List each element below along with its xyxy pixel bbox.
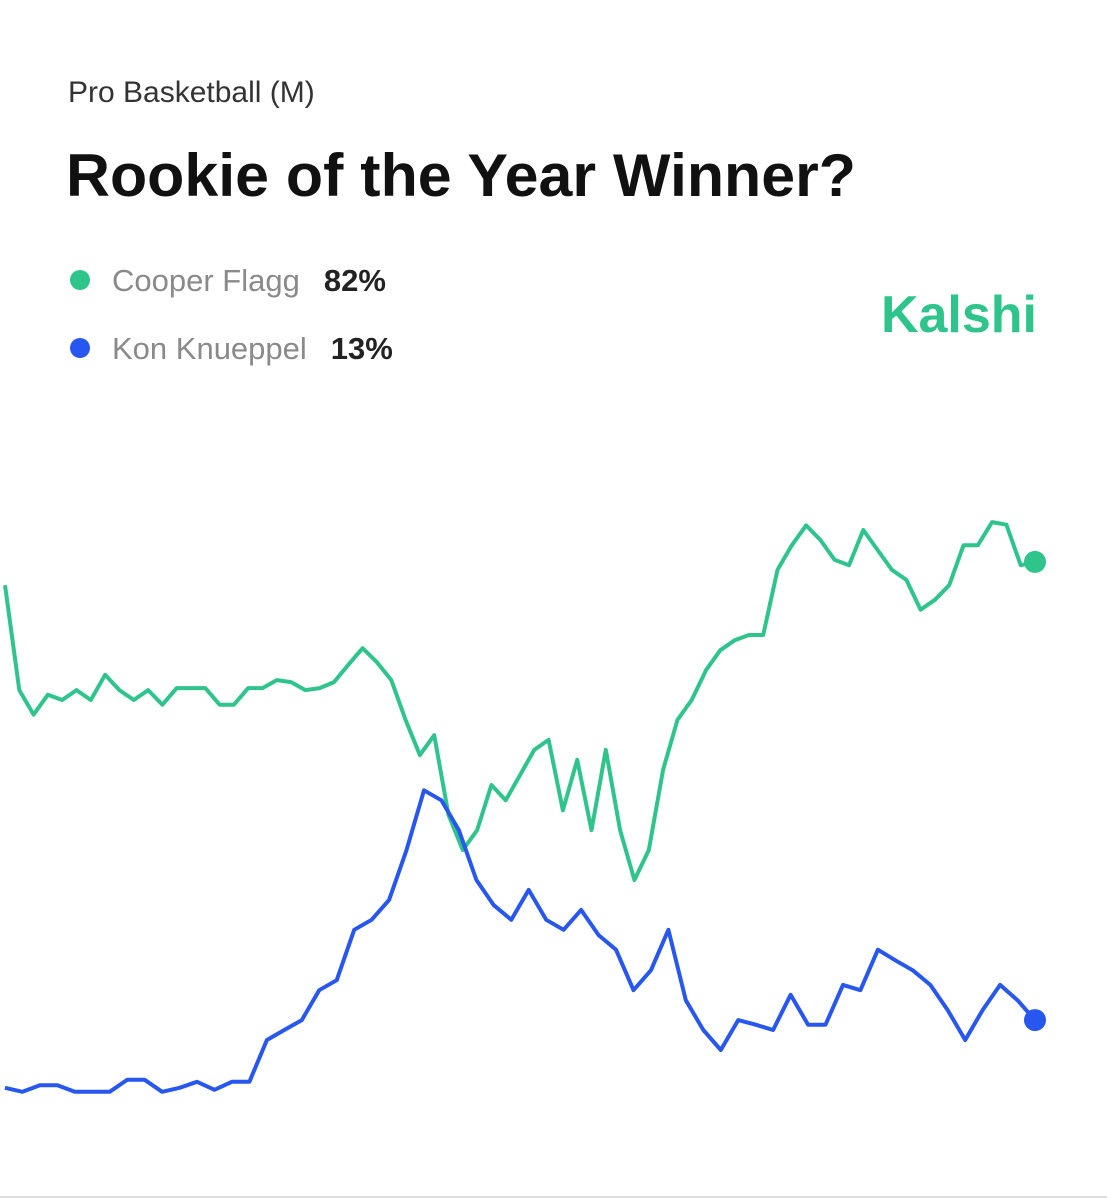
series-line bbox=[4, 788, 1037, 1094]
brand: Kalshi bbox=[881, 286, 1037, 344]
legend-value: 82% bbox=[324, 263, 386, 298]
legend-label: Kon Knueppel bbox=[112, 331, 307, 366]
legend-value: 13% bbox=[331, 331, 393, 366]
supertitle: Pro Basketball (M) bbox=[68, 76, 315, 109]
chart-title: Rookie of the Year Winner? bbox=[66, 142, 856, 209]
legend-label: Cooper Flagg bbox=[112, 263, 300, 298]
legend-marker bbox=[70, 338, 90, 358]
end-point bbox=[1024, 550, 1046, 573]
series-line bbox=[3, 520, 1036, 882]
legend-marker bbox=[70, 270, 90, 290]
end-point bbox=[1024, 1009, 1046, 1032]
